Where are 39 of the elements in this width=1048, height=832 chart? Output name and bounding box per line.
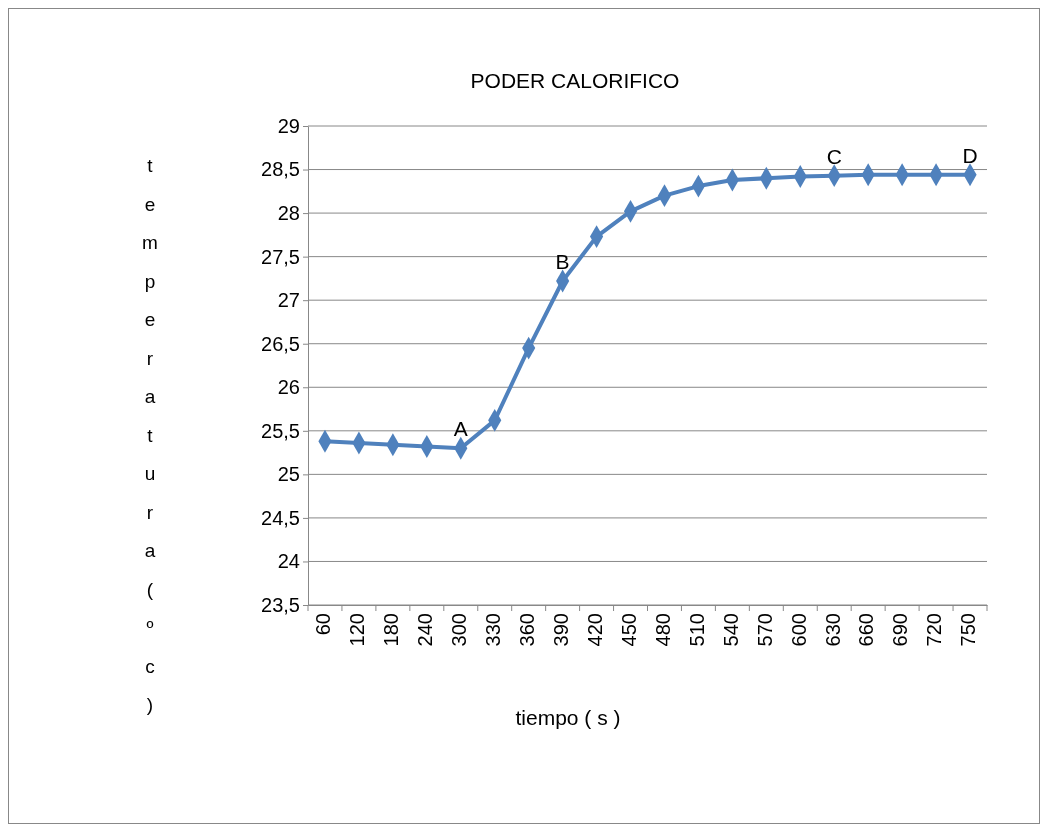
y-tick-label: 26 <box>277 376 300 399</box>
x-tick-label: 360 <box>515 613 538 647</box>
y-tick-label: 23,5 <box>261 593 300 616</box>
annotation: B <box>555 250 570 274</box>
x-tick-label: 540 <box>719 613 742 647</box>
annotation: A <box>453 417 468 441</box>
x-tick-label: 180 <box>380 613 403 647</box>
x-tick-label: 480 <box>651 613 674 647</box>
y-tick-label: 28 <box>277 201 300 224</box>
x-tick-label: 690 <box>889 613 912 647</box>
x-tick-label: 570 <box>753 613 776 647</box>
y-tick-label: 25 <box>277 463 300 486</box>
chart-title: PODER CALORIFICO <box>470 69 680 92</box>
x-tick-label: 330 <box>482 613 505 647</box>
annotation: C <box>826 144 842 168</box>
x-tick-label: 630 <box>821 613 844 647</box>
y-tick-label: 24 <box>277 550 300 573</box>
x-tick-label: 750 <box>957 613 980 647</box>
x-tick-label: 60 <box>312 613 335 636</box>
y-tick-label: 25,5 <box>261 419 300 442</box>
y-tick-label: 29 <box>277 114 300 137</box>
x-tick-label: 300 <box>448 613 471 647</box>
x-axis-title: tiempo ( s ) <box>515 706 621 729</box>
x-tick-label: 720 <box>923 613 946 647</box>
x-tick-label: 450 <box>617 613 640 647</box>
y-tick-label: 27,5 <box>261 245 300 268</box>
x-tick-label: 510 <box>685 613 708 647</box>
x-tick-label: 420 <box>583 613 606 647</box>
x-tick-label: 390 <box>549 613 572 647</box>
text: temperatura ( º c ) <box>142 155 158 715</box>
x-tick-label: 600 <box>787 613 810 647</box>
y-tick-label: 28,5 <box>261 158 300 181</box>
y-tick-label: 26,5 <box>261 332 300 355</box>
annotation: D <box>962 143 978 167</box>
y-tick-label: 24,5 <box>261 506 300 529</box>
y-tick-label: 27 <box>277 289 300 312</box>
x-tick-label: 240 <box>414 613 437 647</box>
x-tick-label: 660 <box>855 613 878 647</box>
x-tick-label: 120 <box>346 613 369 647</box>
